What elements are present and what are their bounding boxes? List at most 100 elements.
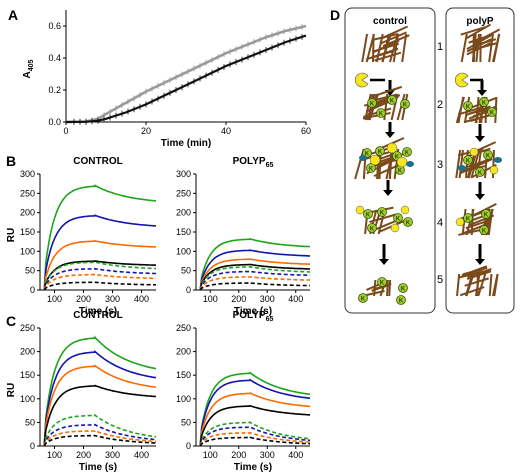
k-label: K xyxy=(369,167,373,173)
k-label: K xyxy=(486,154,490,160)
control-title: control xyxy=(373,16,407,27)
fibrin-strand xyxy=(470,149,481,179)
y-axis-label: RU xyxy=(6,228,17,242)
fibrin-strand xyxy=(466,42,492,56)
k-label: K xyxy=(482,101,486,107)
arrow-head xyxy=(475,259,485,265)
fibrin-strand xyxy=(392,33,400,63)
panel-label-a: A xyxy=(8,7,18,23)
k-label: K xyxy=(370,102,374,108)
x-tick-label: 20 xyxy=(141,126,151,136)
fibrin-strand xyxy=(460,33,468,63)
step-number: 2 xyxy=(437,99,443,111)
series-line xyxy=(43,384,157,445)
fibrin-strand xyxy=(386,279,389,297)
fibrin-strand xyxy=(365,33,375,63)
k-label: K xyxy=(380,211,384,217)
chart-title: CONTROL xyxy=(73,156,122,167)
k-label: K xyxy=(403,103,407,109)
series-line xyxy=(43,349,157,444)
chart-title-subscript: 65 xyxy=(266,316,274,323)
arrow-head xyxy=(383,190,393,196)
fibrin-strand xyxy=(492,273,499,297)
series-line-dashed xyxy=(43,261,156,290)
step-numbers: 1 2 3 4 5 xyxy=(437,41,443,286)
series-line xyxy=(199,263,311,290)
x-tick-label: 200 xyxy=(231,294,246,304)
chart-b-control: 100 200 300 400 0 50 100 150 200 250 300 Time (s) RU… xyxy=(6,156,157,317)
fibrin-strand xyxy=(475,96,480,124)
plasminogen-k-marker xyxy=(463,155,473,165)
chart-c-polyp: 100 200 300 400 0 50 100 150 200 250 Time (s) POLYP… xyxy=(176,310,311,472)
series-line xyxy=(43,239,157,289)
y-tick-label: 200 xyxy=(20,208,35,218)
plasminogen-k-marker xyxy=(402,147,412,157)
y-tick-label: 150 xyxy=(20,370,35,380)
plasminogen-k-marker xyxy=(376,108,386,118)
fibrin-strand xyxy=(374,51,402,62)
step-number: 5 xyxy=(437,274,443,286)
series-line-dashed xyxy=(199,265,310,290)
enzyme-bound xyxy=(469,147,479,157)
plasminogen-k-marker xyxy=(481,209,491,219)
series-line xyxy=(65,34,307,124)
k-label: K xyxy=(466,217,470,223)
x-tick-label: 300 xyxy=(260,294,275,304)
y-tick-label: 0 xyxy=(186,285,191,295)
series-line-dashed xyxy=(199,436,310,447)
x-tick-label: 200 xyxy=(231,450,246,460)
y-axis-label: RU xyxy=(6,383,17,397)
tpa-enzyme-icon xyxy=(455,72,469,88)
series-line-dashed xyxy=(199,276,310,291)
fibrin-strand xyxy=(488,33,494,63)
y-tick-label: 250 xyxy=(20,188,35,198)
plasminogen-k-marker xyxy=(367,98,377,108)
series-line xyxy=(199,378,311,445)
y-tick-label: 100 xyxy=(176,246,191,256)
plasminogen-k-marker xyxy=(375,146,385,156)
enzyme-bound xyxy=(396,156,408,168)
k-label: K xyxy=(466,159,470,165)
y-tick-label: 150 xyxy=(176,370,191,380)
k-label: K xyxy=(380,281,384,287)
polyp-title: polyP xyxy=(466,16,494,27)
k-label: K xyxy=(379,112,383,118)
k-label: K xyxy=(406,221,410,227)
arrow-head xyxy=(475,194,485,200)
series-line-dashed xyxy=(199,421,311,446)
x-tick-label: 60 xyxy=(301,126,311,136)
enzyme-bound xyxy=(355,205,365,215)
fibrin-strand xyxy=(381,33,392,63)
k-label: K xyxy=(405,151,409,157)
series-line xyxy=(199,258,311,290)
x-tick-label: 300 xyxy=(105,294,120,304)
panel-label-b: B xyxy=(6,153,16,169)
series-line xyxy=(199,237,311,289)
y-tick-label: 250 xyxy=(176,188,191,198)
chart-a-absorbance: 0 20 40 60 0.0 0.2 0.4 0.6 Time (min) A405 xyxy=(22,10,311,149)
fibrin-strand xyxy=(364,93,372,121)
y-tick-label: 300 xyxy=(20,169,35,179)
y-tick-label: 50 xyxy=(181,417,191,427)
y-tick-label: 250 xyxy=(20,323,35,333)
fibrin-strand xyxy=(401,33,408,63)
k-label: K xyxy=(399,299,403,305)
fibrin-strand xyxy=(491,33,501,63)
arrow-head xyxy=(379,259,389,265)
x-tick-label: 400 xyxy=(134,294,149,304)
y-tick-label: 300 xyxy=(176,169,191,179)
fibrin-strand xyxy=(361,33,369,63)
x-tick-label: 200 xyxy=(76,450,91,460)
chart-c-control: 100 200 300 400 0 50 100 150 200 250 Time (s) RU CON… xyxy=(6,310,157,472)
k-label: K xyxy=(484,213,488,219)
fibrin-strand xyxy=(456,273,461,297)
enzyme-bound xyxy=(455,217,465,227)
polyp-blob xyxy=(458,165,466,171)
plasminogen-k-marker xyxy=(362,148,372,158)
fibrin-strand xyxy=(388,279,392,297)
k-label: K xyxy=(482,229,486,235)
y-tick-label: 200 xyxy=(176,208,191,218)
x-tick-label: 100 xyxy=(203,294,218,304)
